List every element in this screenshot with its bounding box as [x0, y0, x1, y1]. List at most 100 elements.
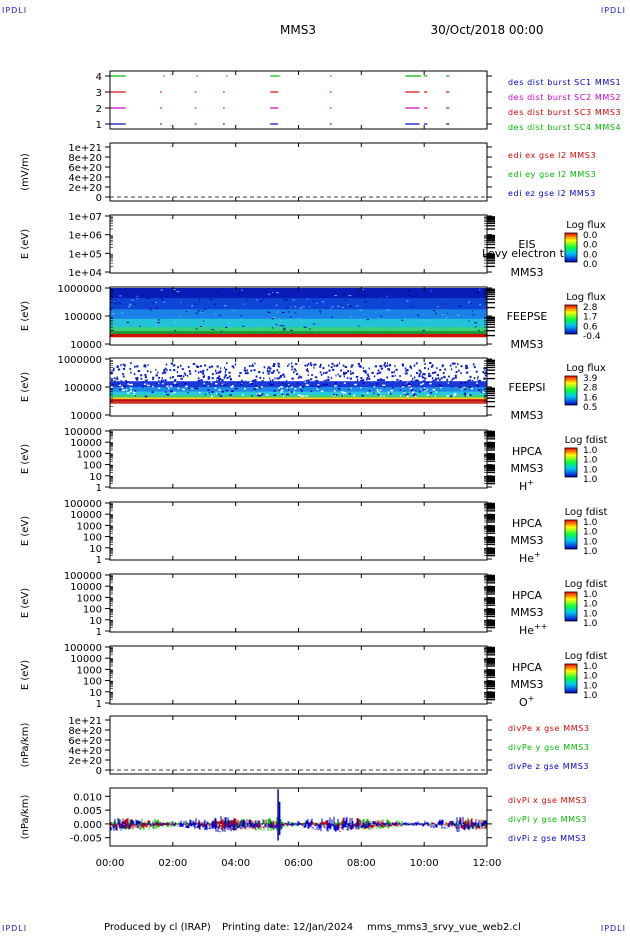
feepse-speck — [148, 307, 152, 309]
feepse-speck — [377, 317, 379, 319]
ytick-label: 100 — [83, 605, 102, 616]
feepsi-speck — [199, 365, 202, 368]
feepsi-speck — [263, 377, 265, 380]
feepsi-speck — [202, 369, 205, 372]
feepsi-speck — [155, 368, 157, 371]
feepsi-speck — [274, 377, 276, 380]
feepsi-gap — [420, 383, 423, 386]
feepsi-speck — [258, 371, 261, 374]
feepsi-speck — [427, 367, 430, 370]
feepsi-gap — [134, 394, 137, 397]
feepse-band — [110, 327, 487, 332]
feepse-speck — [279, 325, 282, 327]
feepsi-speck — [473, 366, 476, 369]
feepsi-speck — [146, 379, 148, 382]
feepsi-speck — [424, 367, 426, 370]
feepsi-gap — [361, 394, 364, 397]
feepsi-gap — [130, 387, 132, 390]
feepsi-speck — [228, 375, 231, 378]
feepse-speck — [259, 325, 262, 327]
feepsi-speck — [172, 364, 175, 367]
feepsi-speck — [224, 375, 227, 378]
feepsi-gap — [458, 386, 462, 388]
feepsi-speck — [208, 366, 211, 369]
feepsi-speck — [279, 374, 283, 377]
feepse-speck — [161, 299, 165, 301]
feepsi-gap — [423, 389, 426, 392]
colorbar-tick: 1.0 — [583, 609, 598, 619]
feepsi-speck — [423, 377, 427, 380]
feepsi-speck — [241, 379, 243, 382]
feepsi-speck — [379, 365, 381, 368]
feepsi-speck — [144, 373, 147, 376]
feepsi-speck — [206, 368, 209, 371]
feepsi-gap — [171, 393, 174, 395]
feepsi-gap — [214, 382, 218, 385]
colorbar-tick: 1.0 — [583, 446, 598, 456]
feepsi-speck — [412, 377, 414, 380]
feepsi-speck — [117, 378, 119, 381]
feepse-speck — [412, 306, 414, 308]
feepsi-speck — [211, 373, 214, 376]
feepsi-speck — [231, 365, 234, 368]
feepse-speck — [309, 328, 311, 330]
feepsi-gap — [354, 383, 357, 386]
feepsi-gap — [283, 395, 285, 398]
feepsi-speck — [277, 365, 279, 368]
feepse-speck — [194, 303, 196, 305]
feepsi-speck — [366, 376, 369, 379]
legend-entry: des dist burst SC2 MMS2 — [508, 93, 621, 102]
feepsi-gap — [432, 388, 436, 391]
feepsi-speck — [418, 375, 421, 378]
feepsi-speck — [380, 379, 384, 382]
feepse-speck — [110, 309, 112, 311]
ytick-label: 0 — [96, 766, 102, 777]
feepsi-gap — [423, 388, 426, 391]
feepsi-speck — [189, 372, 192, 375]
feepsi-speck — [452, 377, 455, 380]
feepsi-speck — [482, 371, 485, 374]
feepsi-speck — [383, 379, 385, 382]
feepse-band — [110, 337, 487, 345]
feepsi-speck — [253, 379, 257, 382]
feepse-speck — [185, 311, 188, 313]
feepse-speck — [319, 290, 321, 292]
feepsi-speck — [311, 374, 313, 377]
feepsi-speck — [360, 377, 363, 380]
feepse-speck — [245, 299, 248, 301]
feepsi-speck — [428, 372, 431, 375]
feepsi-speck — [207, 377, 210, 380]
feepsi-speck — [391, 371, 394, 374]
feepsi-speck — [259, 376, 262, 379]
feepsi-speck — [202, 375, 205, 378]
feepsi-speck — [469, 375, 472, 378]
feepsi-speck — [444, 368, 447, 371]
feepse-speck — [309, 306, 311, 308]
feepse-speck — [323, 296, 327, 298]
feepsi-gap — [408, 385, 412, 387]
feepse-speck — [139, 325, 141, 327]
feepsi-speck — [356, 378, 359, 381]
feepsi-speck — [307, 379, 310, 382]
feepsi-gap — [418, 391, 421, 393]
feepsi-gap — [439, 384, 441, 386]
feepse-band — [110, 298, 487, 310]
feepsi-speck — [291, 362, 293, 365]
feepsi-gap — [187, 391, 189, 394]
feepse-speck — [316, 302, 318, 304]
feepsi-speck — [210, 365, 214, 368]
feepse-speck — [330, 307, 333, 309]
feepse-speck — [157, 319, 161, 321]
feepsi-speck — [136, 378, 139, 381]
feepsi-speck — [272, 364, 275, 367]
feepsi-speck — [130, 371, 132, 374]
feepsi-speck — [327, 364, 330, 367]
feepsi-speck — [314, 380, 318, 383]
feepsi-gap — [415, 390, 417, 392]
feepsi-speck — [325, 379, 328, 382]
feepsi-speck — [357, 362, 361, 365]
feepsi-gap — [347, 388, 350, 391]
feepsi-gap — [210, 381, 213, 384]
feepsi-speck — [122, 368, 126, 371]
feepsi-speck — [238, 374, 241, 377]
